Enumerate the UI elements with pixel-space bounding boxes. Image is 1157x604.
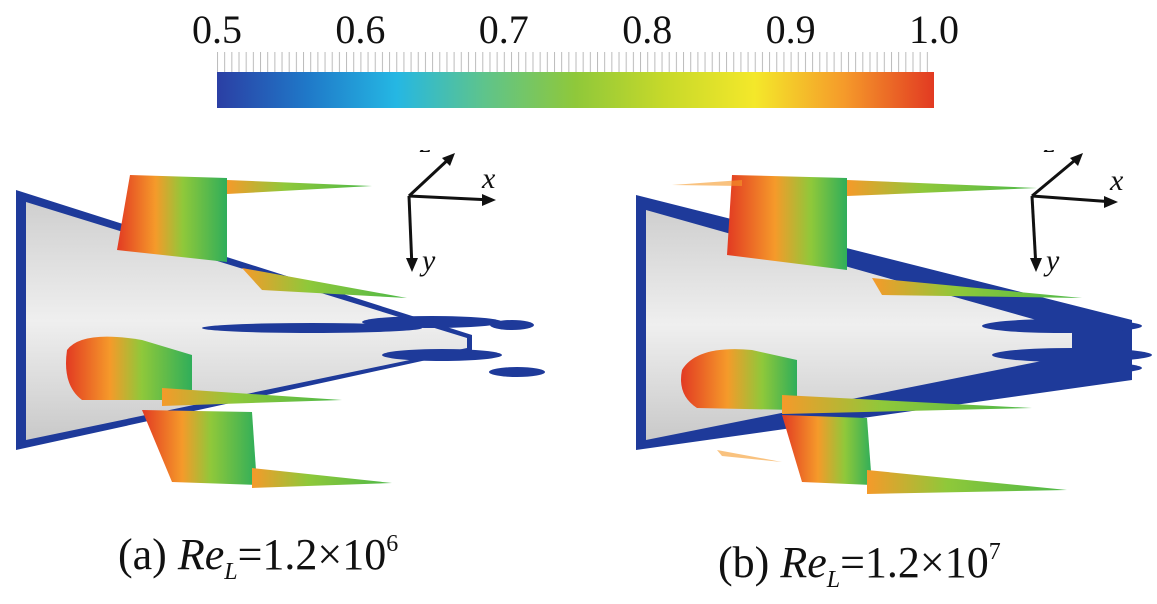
left-fin-trail <box>162 388 342 406</box>
panel-a-visualization: x z y <box>12 150 552 510</box>
colorbar-gradient <box>217 72 934 108</box>
axis-label-y: y <box>419 244 436 277</box>
caption-prefix: (b) <box>718 538 781 587</box>
lower-fin-leading-trail <box>717 450 782 462</box>
axis-triad <box>407 154 493 269</box>
left-fin-vortex <box>681 349 797 410</box>
colorbar-tick-label: 0.8 <box>622 7 673 52</box>
left-fin-vortex <box>66 336 192 400</box>
caption-value: =1.2×10 <box>840 538 989 587</box>
upper-fin-vortex <box>727 175 847 270</box>
axis-label-x: x <box>481 162 496 195</box>
colorbar-tick-label: 0.7 <box>478 7 529 52</box>
axis-triad <box>1030 154 1115 269</box>
blue-vortex-streaks <box>202 316 545 377</box>
caption-re-symbol: Re <box>177 530 225 579</box>
caption-exponent: 7 <box>988 539 1001 565</box>
upper-fin-trail <box>227 180 372 194</box>
caption-re-symbol: Re <box>780 538 827 587</box>
mid-fin-trail <box>242 268 407 298</box>
colorbar-tick-label: 0.5 <box>192 7 242 52</box>
axis-label-z: z <box>419 150 432 159</box>
caption-subscript: L <box>826 567 841 593</box>
colorbar-tick-label: 1.0 <box>909 7 959 52</box>
lower-fin-trail <box>252 468 392 488</box>
caption-subscript: L <box>224 559 238 585</box>
axis-label-x: x <box>1109 164 1124 197</box>
colorbar-tick-label: 0.9 <box>765 7 816 52</box>
upper-fin-vortex <box>117 175 227 262</box>
upper-fin-trail <box>847 180 1037 196</box>
upper-fin-leading-trail <box>672 180 742 186</box>
caption-panel-a: (a) ReL=1.2×106 <box>118 520 398 596</box>
colorbar <box>217 52 934 108</box>
axis-label-y: y <box>1043 244 1060 277</box>
lower-fin-trail <box>867 470 1067 494</box>
lower-fin-vortex <box>142 410 257 485</box>
blue-vortex-streaks <box>982 319 1152 374</box>
caption-value: =1.2×10 <box>237 530 387 579</box>
colorbar-minor-ticks <box>217 52 934 72</box>
caption-panel-b: (b) ReL=1.2×107 <box>718 528 1001 604</box>
caption-exponent: 6 <box>386 531 399 557</box>
caption-prefix: (a) <box>118 530 178 579</box>
colorbar-tick-label: 0.6 <box>335 7 386 52</box>
axis-label-z: z <box>1043 150 1056 159</box>
lower-fin-vortex <box>782 415 872 485</box>
panel-b-visualization: x z y <box>632 150 1157 510</box>
mid-fin-trail <box>872 278 1082 298</box>
left-fin-trail <box>782 395 1032 414</box>
